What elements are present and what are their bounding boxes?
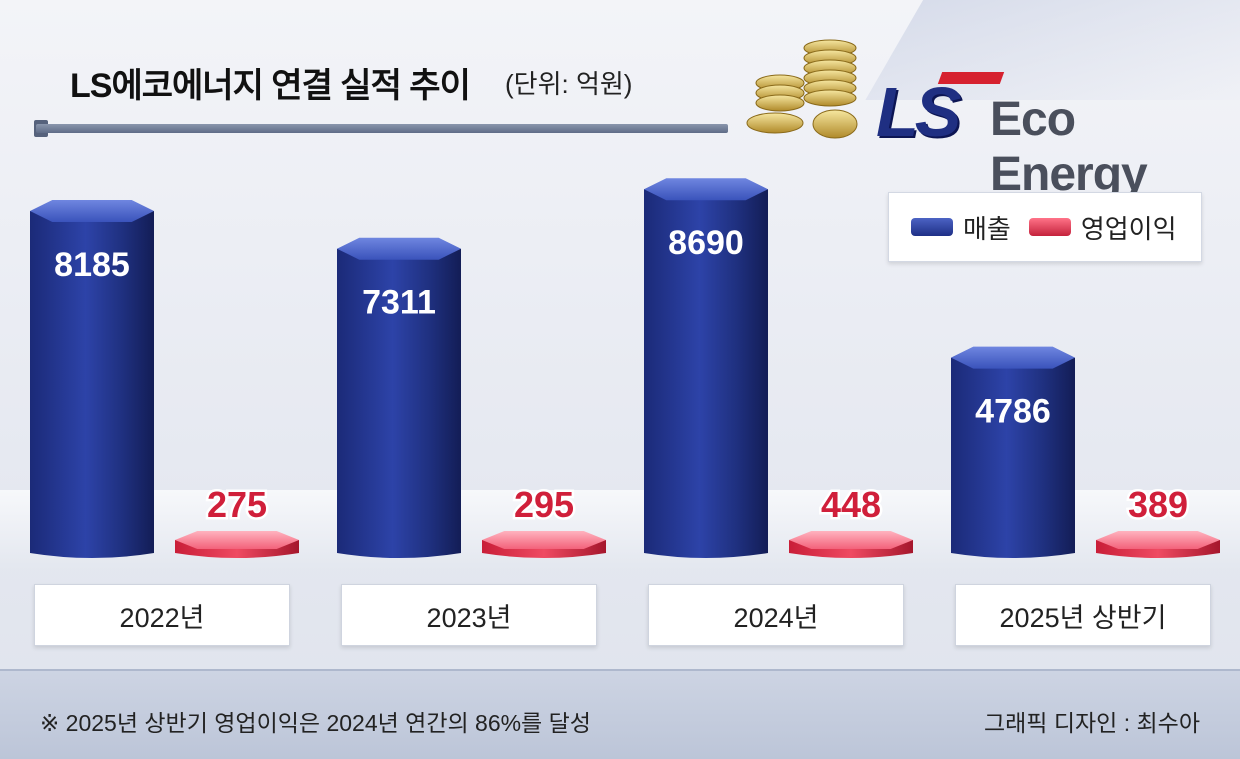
x-tick-label: 2025년 상반기	[955, 584, 1211, 646]
operating-profit-bar	[789, 531, 913, 558]
operating-profit-bar	[1096, 531, 1220, 558]
x-tick-label: 2024년	[648, 584, 904, 646]
x-tick-label: 2022년	[34, 584, 290, 646]
revenue-bar	[337, 237, 461, 558]
revenue-value-label: 7311	[362, 284, 436, 322]
operating-profit-value-label: 275	[207, 484, 267, 525]
bar-chart: 8185 7311 8690 4786 275 295 448 389	[0, 178, 1240, 570]
revenue-value-label: 4786	[975, 393, 1051, 431]
legend-swatch-operating-profit	[1028, 218, 1071, 236]
revenue-bar	[644, 178, 768, 558]
graphic-credit: 그래픽 디자인 : 최수아	[983, 710, 1200, 736]
revenue-bar	[951, 346, 1075, 558]
legend-swatch-revenue	[911, 218, 953, 236]
operating-profit-value-label: 389	[1128, 484, 1188, 525]
revenue-bar	[30, 200, 154, 558]
footer-bar	[0, 669, 1240, 759]
legend: 매출 영업이익	[888, 192, 1202, 262]
operating-profit-value-label: 448	[821, 484, 881, 525]
revenue-value-label: 8185	[54, 246, 130, 284]
operating-profit-bar	[482, 531, 606, 558]
footnote: ※ 2025년 상반기 영업이익은 2024년 연간의 86%를 달성	[40, 710, 591, 736]
unit-label: (단위: 억원)	[505, 69, 633, 99]
revenue-value-label: 8690	[668, 224, 744, 262]
coins-icon	[746, 39, 858, 139]
chart-title: LS에코에너지 연결 실적 추이	[70, 67, 471, 105]
operating-profit-bar	[175, 531, 299, 558]
legend-label-revenue: 매출	[963, 213, 1011, 244]
operating-profit-value-label: 295	[514, 484, 574, 525]
title-rule	[36, 124, 728, 133]
x-tick-label: 2023년	[341, 584, 597, 646]
legend-label-operating-profit: 영업이익	[1080, 213, 1177, 244]
logo-brand: LS	[876, 73, 961, 151]
